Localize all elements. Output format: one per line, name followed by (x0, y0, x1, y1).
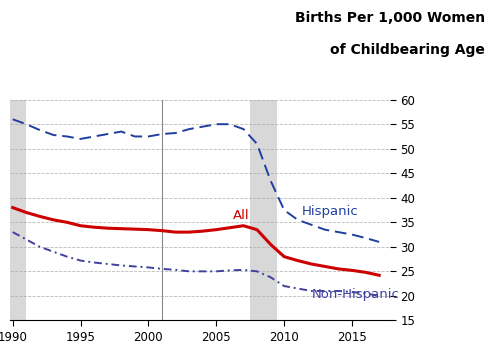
Bar (10, 100, 26, 320)
Bar (250, 100, 278, 320)
Text: Non-Hispanic: Non-Hispanic (312, 288, 399, 302)
Text: Births Per 1,000 Women: Births Per 1,000 Women (295, 11, 485, 25)
Text: Hispanic: Hispanic (302, 205, 358, 218)
Text: of Childbearing Age: of Childbearing Age (330, 43, 485, 57)
Text: All: All (232, 209, 249, 222)
